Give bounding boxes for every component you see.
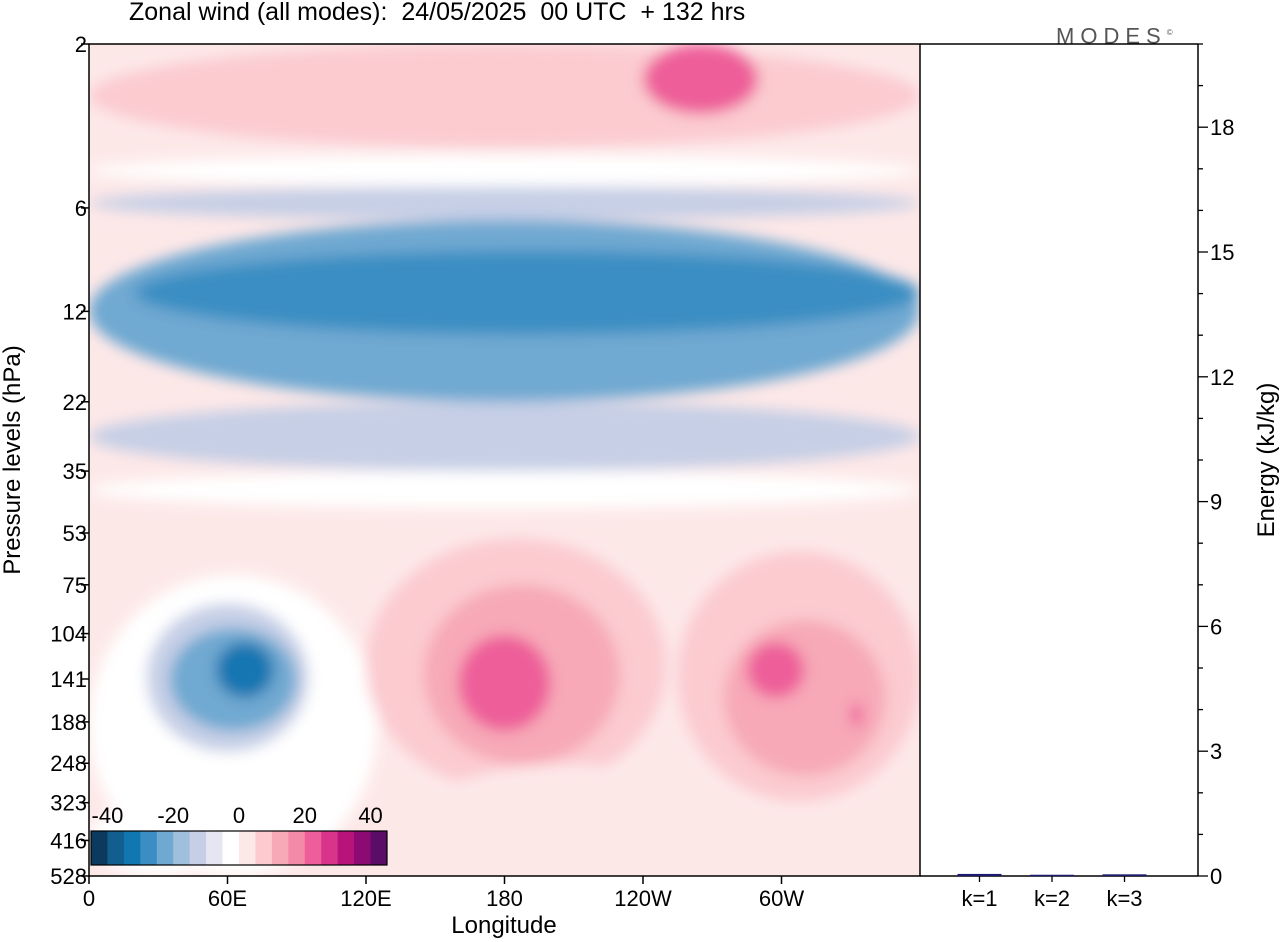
- x-tick-label: 60W: [759, 886, 804, 911]
- y-tick-label: 53: [63, 521, 87, 546]
- colorbar-swatch: [255, 831, 273, 865]
- colorbar-swatch: [304, 831, 322, 865]
- y-tick-label: 188: [50, 710, 87, 735]
- colorbar-swatch: [173, 831, 191, 865]
- colorbar-swatch: [206, 831, 224, 865]
- y-tick-label: 104: [50, 622, 87, 647]
- x-tick-label: 60E: [208, 886, 247, 911]
- colorbar-tick-label: -20: [157, 803, 189, 828]
- energy-category-label: k=1: [961, 886, 997, 911]
- heatmap-region: [89, 186, 920, 220]
- colorbar-swatch: [189, 831, 207, 865]
- y-tick-label: 528: [50, 864, 87, 889]
- x-tick-label: 0: [83, 886, 95, 911]
- y-tick-label: 416: [50, 828, 87, 853]
- energy-tick-label: 12: [1210, 365, 1234, 390]
- y-tick-label: 323: [50, 791, 87, 816]
- energy-tick-label: 6: [1210, 614, 1222, 639]
- energy-bar: [1102, 874, 1147, 876]
- logo-mark: ©: [1166, 28, 1173, 37]
- y-axis-title: Pressure levels (hPa): [0, 345, 26, 574]
- colorbar-swatch: [288, 831, 306, 865]
- heatmap-regions: [89, 44, 920, 876]
- colorbar-swatch: [123, 831, 141, 865]
- heatmap-field: [89, 44, 920, 876]
- heatmap-region: [89, 154, 920, 187]
- colorbar-swatch: [271, 831, 289, 865]
- energy-bars: 0 3 6 9 12 15 18 k=1 k=2 k=3: [920, 43, 1234, 911]
- heatmap-region: [215, 641, 274, 698]
- heatmap-region: [412, 764, 736, 876]
- energy-tick-label: 9: [1210, 490, 1222, 515]
- heatmap-region: [89, 471, 920, 509]
- axes: 0 60E 120E 180 120W 60W 2 6 12 22 35 53 75 104 141 188 2…: [50, 32, 921, 911]
- energy-category-label: k=2: [1034, 886, 1070, 911]
- colorbar-outline: [90, 830, 388, 866]
- energy-tick-label: 15: [1210, 240, 1234, 265]
- colorbar-tick-label: 40: [358, 803, 382, 828]
- energy-axis-title: Energy (kJ/kg): [1253, 383, 1280, 538]
- y-tick-label: 248: [50, 751, 87, 776]
- energy-tick-label: 3: [1210, 739, 1222, 764]
- energy-category-label: k=3: [1106, 886, 1142, 911]
- y-tick-label: 6: [75, 196, 87, 221]
- colorbar-swatch: [107, 831, 125, 865]
- colorbar-swatch: [156, 831, 174, 865]
- heatmap-region: [643, 44, 759, 115]
- energy-bar: [1030, 874, 1074, 877]
- heatmap-region: [135, 250, 920, 335]
- x-tick-label: 120E: [340, 886, 391, 911]
- colorbar-swatch: [321, 831, 339, 865]
- colorbar-swatch: [354, 831, 372, 865]
- heatmap-region: [89, 44, 920, 148]
- heatmap-region: [458, 635, 551, 732]
- colorbar-swatch: [337, 831, 355, 865]
- colorbar-tick-label: 20: [293, 803, 317, 828]
- x-tick-label: 180: [486, 886, 523, 911]
- heatmap-region: [723, 620, 886, 776]
- colorbar-tick-label: -40: [92, 803, 124, 828]
- y-tick-label: 22: [63, 390, 87, 415]
- y-tick-label: 12: [63, 299, 87, 324]
- colorbar-swatch: [239, 831, 256, 865]
- colorbar-swatch: [370, 831, 388, 865]
- x-axis-title: Longitude: [451, 912, 556, 939]
- y-tick-label: 75: [63, 573, 87, 598]
- colorbar: -40 -20 0 20 40: [90, 803, 388, 866]
- chart-title: Zonal wind (all modes): 24/05/2025 00 UT…: [129, 0, 746, 26]
- energy-tick-label: 18: [1210, 115, 1234, 140]
- y-tick-label: 2: [75, 32, 87, 57]
- energy-tick-label: 0: [1210, 864, 1222, 889]
- heatmap-region: [746, 641, 805, 698]
- y-tick-label: 35: [63, 459, 87, 484]
- heatmap-region: [89, 401, 920, 472]
- colorbar-swatch: [91, 831, 108, 865]
- y-tick-label: 141: [50, 667, 87, 692]
- colorbar-swatch: [140, 831, 158, 865]
- colorbar-swatch: [222, 831, 240, 865]
- energy-bar: [957, 873, 1002, 876]
- colorbar-tick-label: 0: [233, 803, 245, 828]
- x-tick-label: 120W: [614, 886, 672, 911]
- heatmap-region: [850, 702, 863, 728]
